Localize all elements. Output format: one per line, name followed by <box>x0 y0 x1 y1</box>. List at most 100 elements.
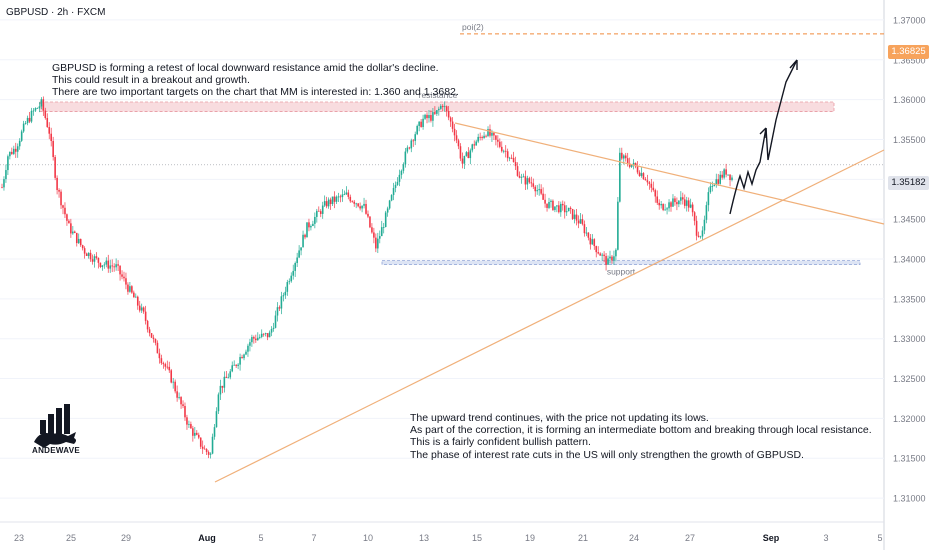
candle-body <box>634 162 637 167</box>
candle-body <box>506 151 509 159</box>
candle-body <box>439 105 442 109</box>
candle-body <box>394 184 397 188</box>
candle-body <box>156 342 159 354</box>
candle-body <box>571 209 574 219</box>
candle-body <box>449 117 452 122</box>
candle-body <box>583 224 586 234</box>
candle-body <box>186 417 188 425</box>
candle-body <box>178 397 180 398</box>
candle-body <box>68 220 70 224</box>
candle-body <box>91 259 94 262</box>
candle-body <box>408 147 411 149</box>
candle-body <box>595 246 598 253</box>
candle-body <box>260 333 263 337</box>
candle-body <box>125 278 127 285</box>
poi-price-label: 1.36825 <box>888 45 929 59</box>
candle-body <box>504 150 507 152</box>
candle-body <box>459 146 462 159</box>
candle-body <box>129 286 131 292</box>
candle-body <box>154 339 157 343</box>
candle-body <box>420 121 422 127</box>
candle-body <box>715 179 718 186</box>
candle-body <box>518 175 521 178</box>
candle-body <box>97 257 100 263</box>
candle-body <box>560 203 562 213</box>
y-tick-label: 1.36000 <box>893 95 926 105</box>
candle-body <box>636 166 639 173</box>
candle-body <box>475 141 478 146</box>
candle-body <box>680 197 682 201</box>
candle-body <box>357 203 359 207</box>
candle-body <box>44 110 47 119</box>
candle-body <box>64 207 66 215</box>
candle-body <box>176 391 178 398</box>
candle-body <box>567 207 570 212</box>
candle-body <box>286 282 289 292</box>
x-tick-label: 5 <box>258 533 263 543</box>
candle-body <box>577 220 580 224</box>
candle-body <box>75 232 78 244</box>
projection-path <box>729 59 798 215</box>
candle-body <box>402 164 405 171</box>
candle-body <box>550 200 552 202</box>
candle-body <box>170 370 173 383</box>
candle-body <box>233 364 235 366</box>
candle-body <box>251 337 253 343</box>
candle-body <box>93 256 96 262</box>
candle-body <box>707 192 710 206</box>
candle-body <box>365 203 367 214</box>
candle-body <box>404 151 407 165</box>
candle-body <box>467 152 470 159</box>
candle-body <box>48 127 51 134</box>
y-tick-label: 1.37000 <box>893 15 926 25</box>
candle-body <box>400 170 403 175</box>
candle-body <box>152 337 155 340</box>
candle-body <box>617 201 619 250</box>
candle-body <box>135 296 137 298</box>
candle-body <box>359 206 361 209</box>
candle-body <box>451 121 454 129</box>
candle-body <box>284 291 287 296</box>
x-tick-label: 19 <box>525 533 535 543</box>
candle-body <box>662 204 664 210</box>
candle-body <box>213 427 216 437</box>
candle-body <box>268 332 271 338</box>
y-tick-label: 1.34000 <box>893 255 926 265</box>
candle-body <box>622 155 625 159</box>
candle-body <box>609 256 611 259</box>
candle-body <box>615 249 617 257</box>
candle-body <box>310 225 312 228</box>
candle-body <box>121 274 123 277</box>
candle-body <box>99 262 102 267</box>
candle-body <box>133 292 135 298</box>
candle-body <box>493 132 495 136</box>
candle-body <box>195 432 198 435</box>
candle-body <box>219 385 222 395</box>
candle-body <box>335 196 338 202</box>
x-tick-label: Aug <box>198 533 216 543</box>
candle-body <box>113 266 115 268</box>
candle-body <box>278 307 281 309</box>
x-tick-label: Sep <box>763 533 780 543</box>
candle-body <box>302 234 304 248</box>
candle-body <box>321 205 324 214</box>
candle-body <box>638 172 641 176</box>
candle-body <box>115 264 117 268</box>
candle-body <box>642 173 645 180</box>
x-tick-label: 25 <box>66 533 76 543</box>
candle-body <box>447 111 450 118</box>
candle-body <box>58 190 60 192</box>
current-price-label: 1.35182 <box>888 176 929 190</box>
projection-arrowhead-mid-icon <box>759 127 767 138</box>
candle-body <box>66 214 68 221</box>
candle-body <box>497 139 499 142</box>
candle-body <box>363 203 365 206</box>
candle-body <box>709 186 712 193</box>
candle-body <box>272 327 275 329</box>
candle-body <box>654 190 657 197</box>
chart-title: GBPUSD · 2h · FXCM <box>6 7 106 18</box>
candle-body <box>245 351 247 355</box>
candle-body <box>192 428 194 436</box>
candle-body <box>355 203 357 205</box>
